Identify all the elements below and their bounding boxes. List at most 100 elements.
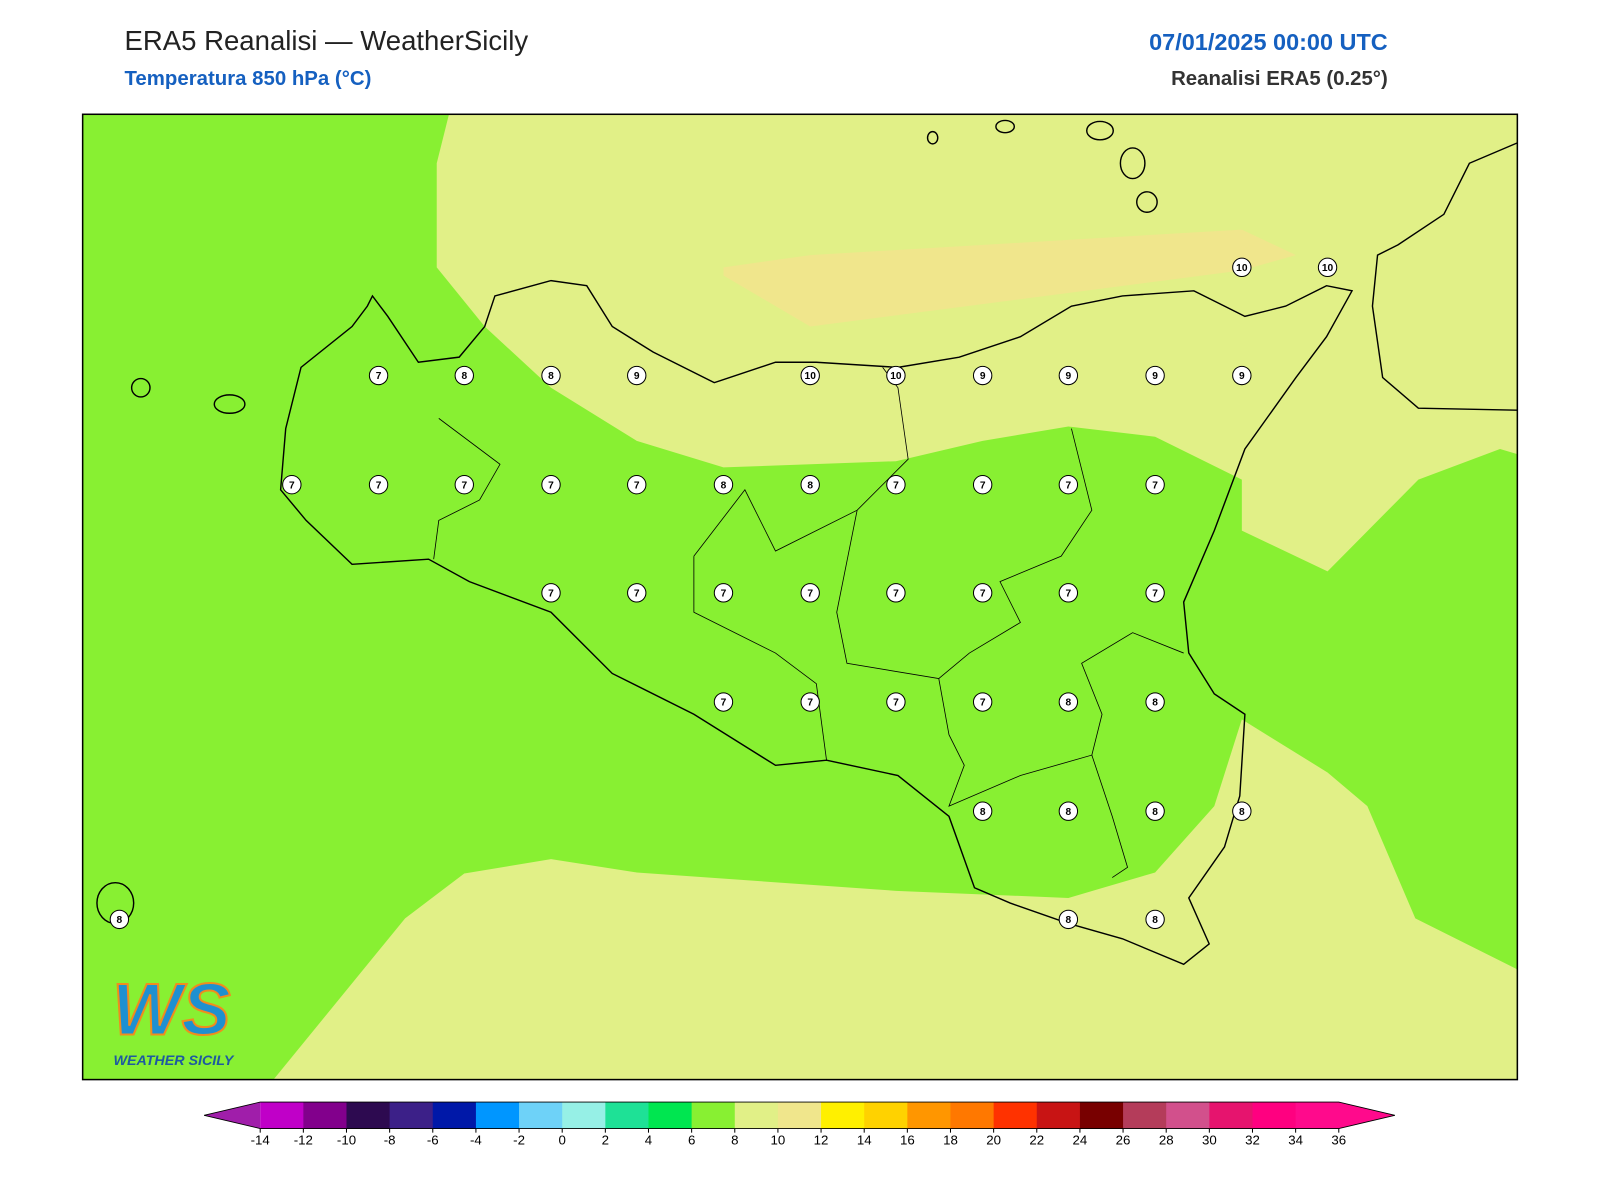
station-value: 7 xyxy=(634,589,640,600)
station-value: 7 xyxy=(289,480,295,491)
station-value: 10 xyxy=(1322,263,1334,274)
station-value: 8 xyxy=(1066,807,1072,818)
station-marker xyxy=(713,475,734,495)
station-value: 8 xyxy=(461,371,467,382)
colorbar-tick-label: -2 xyxy=(513,1132,525,1147)
station-marker xyxy=(886,692,906,712)
field-orange xyxy=(723,229,1296,327)
colorbar-bin xyxy=(864,1102,908,1129)
station-marker xyxy=(454,475,474,495)
field-yellow-south xyxy=(273,719,1518,1080)
colorbar-bin xyxy=(691,1102,736,1129)
colorbar-bin xyxy=(519,1102,563,1129)
colorbar-tick-label: -6 xyxy=(427,1132,439,1147)
station-value: 8 xyxy=(1152,915,1158,926)
source: Reanalisi ERA5 (0.25°) xyxy=(1171,68,1388,90)
station-marker xyxy=(368,365,389,386)
colorbar-bin xyxy=(1166,1102,1210,1129)
colorbar-tick-label: 14 xyxy=(857,1132,872,1147)
station-marker xyxy=(627,475,647,495)
station-value: 8 xyxy=(1152,698,1158,709)
station-marker xyxy=(1058,801,1079,821)
colorbar-bin xyxy=(475,1102,520,1129)
station-value: 7 xyxy=(980,480,986,491)
station-marker xyxy=(800,583,820,603)
station-marker xyxy=(1058,692,1079,712)
station-marker xyxy=(972,801,993,821)
colorbar-bin xyxy=(1123,1102,1167,1129)
station-value: 10 xyxy=(805,371,817,382)
station-value: 7 xyxy=(893,589,899,600)
station-marker xyxy=(627,583,647,603)
colorbar-tick-label: 12 xyxy=(814,1132,829,1147)
station-value: 7 xyxy=(548,589,554,600)
map-frame xyxy=(81,113,1519,1081)
station-marker xyxy=(454,365,474,386)
colorbar: -14 -12 -10 -8 -6 -4 -2 0 2 4 6 8 10 12 14 16 18 20 22 24 26… xyxy=(203,1101,1395,1147)
colorbar-bin xyxy=(734,1102,779,1129)
colorbar-tick-label: 4 xyxy=(645,1132,652,1147)
station-marker xyxy=(1145,692,1165,712)
station-marker xyxy=(972,583,993,603)
station-value: 9 xyxy=(1066,371,1072,382)
colorbar-tick-label: 28 xyxy=(1159,1132,1174,1147)
station-marker xyxy=(972,475,993,495)
logo-text: WEATHER SICILY xyxy=(114,1053,235,1069)
colorbar-tick-label: -12 xyxy=(294,1132,313,1147)
colorbar-tick-label: 2 xyxy=(602,1132,609,1147)
colorbar-bin xyxy=(1252,1102,1297,1129)
station-marker xyxy=(886,583,906,603)
colorbar-bin xyxy=(346,1102,391,1129)
colorbar-tick-label: -10 xyxy=(337,1132,356,1147)
station-marker xyxy=(1232,365,1252,386)
station-marker xyxy=(368,475,389,495)
station-value: 8 xyxy=(117,915,123,926)
station-marker xyxy=(541,365,561,386)
colorbar-bin xyxy=(1209,1102,1254,1129)
station-value: 8 xyxy=(721,480,727,491)
station-value: 7 xyxy=(807,698,813,709)
station-marker xyxy=(109,909,130,930)
colorbar-tick-label: -4 xyxy=(470,1132,482,1147)
station-value: 8 xyxy=(807,480,813,491)
station-value: 7 xyxy=(376,371,382,382)
station-marker xyxy=(627,365,647,386)
logo-mark: WS xyxy=(112,968,230,1051)
station-value: 8 xyxy=(1239,807,1245,818)
station-value: 8 xyxy=(1152,807,1158,818)
station-marker xyxy=(541,475,561,495)
colorbar-tick-label: 22 xyxy=(1029,1132,1044,1147)
stations: 10 10 7 8 8 9 10 10 9 9 9 9 7 7 7 7 7 8 8 7 7 7 7 7 7 7 7 7 7 7 7 7 7 7 7 8… xyxy=(109,257,1338,930)
colorbar-tick-label: 26 xyxy=(1116,1132,1131,1147)
colorbar-tick-label: 8 xyxy=(731,1132,738,1147)
colorbar-tick-label: 16 xyxy=(900,1132,915,1147)
station-marker xyxy=(1145,365,1165,386)
station-value: 10 xyxy=(1236,263,1248,274)
station-marker xyxy=(1145,583,1165,603)
station-value: 7 xyxy=(1066,589,1072,600)
station-marker xyxy=(886,365,906,386)
colorbar-bin xyxy=(605,1102,649,1129)
station-value: 7 xyxy=(721,589,727,600)
colorbar-bin xyxy=(389,1102,434,1129)
station-marker xyxy=(800,365,820,386)
colorbar-tick-label: 32 xyxy=(1245,1132,1260,1147)
title: ERA5 Reanalisi — WeatherSicily xyxy=(124,25,528,56)
station-marker xyxy=(282,475,302,495)
colorbar-tick-label: 0 xyxy=(559,1132,566,1147)
station-value: 10 xyxy=(890,371,902,382)
colorbar-tick-label: 20 xyxy=(986,1132,1001,1147)
station-marker xyxy=(1058,365,1079,386)
station-marker xyxy=(713,692,734,712)
station-marker xyxy=(1232,257,1252,278)
station-value: 9 xyxy=(634,371,640,382)
colorbar-bin xyxy=(432,1102,477,1129)
station-value: 7 xyxy=(1066,480,1072,491)
colorbar-bin xyxy=(777,1102,822,1129)
station-marker xyxy=(972,365,993,386)
station-value: 7 xyxy=(893,480,899,491)
station-value: 7 xyxy=(980,589,986,600)
colorbar-tick-label: 36 xyxy=(1331,1132,1346,1147)
map: 10 10 7 8 8 9 10 10 9 9 9 9 7 7 7 7 7 8 8 7 7 7 7 7 7 7 7 7 7 7 7 7 7 7 7 8… xyxy=(81,113,1519,1081)
